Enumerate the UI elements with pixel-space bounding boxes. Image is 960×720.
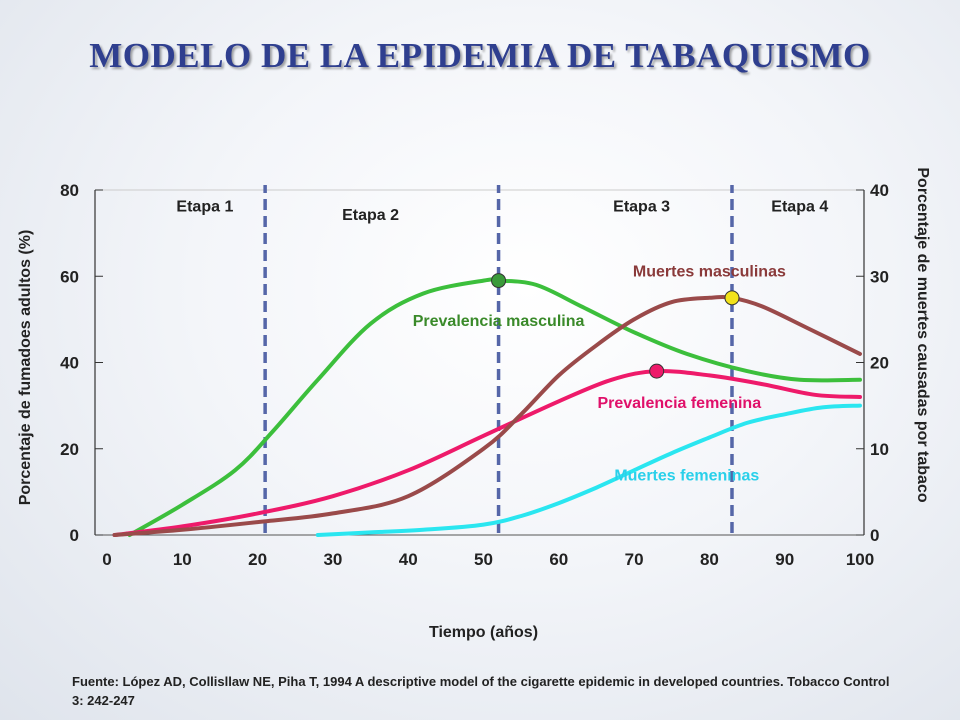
series-label-prevalencia-femenina: Prevalencia femenina xyxy=(597,395,761,412)
x-tick-label: 20 xyxy=(248,550,267,569)
y-axis-title: Porcentaje de fumadoes adultos (%) xyxy=(17,230,34,506)
series-line-muertes-masculinas xyxy=(112,295,862,537)
x-tick-label: 50 xyxy=(474,550,493,569)
source-citation: Fuente: López AD, Collisllaw NE, Piha T,… xyxy=(72,674,890,708)
y-right-tick-label: 30 xyxy=(870,267,889,286)
x-tick-label: 10 xyxy=(173,550,192,569)
series-line-muertes-femeninas xyxy=(315,403,862,537)
x-tick-label: 70 xyxy=(625,550,644,569)
series-marker-muertes-masculinas xyxy=(724,290,740,306)
y-tick-label: 40 xyxy=(60,354,79,373)
series-label-muertes-masculinas: Muertes masculinas xyxy=(633,263,786,280)
chart-labels: 0 20 40 60 80 0 10 20 30 40 0 10 20 30 40 50 60 70 80 90 100… xyxy=(17,167,931,641)
stage-label: Etapa 1 xyxy=(176,199,233,216)
stage-label: Etapa 4 xyxy=(771,199,828,216)
y-tick-label: 0 xyxy=(70,526,79,545)
page-title: MODELO DE LA EPIDEMIA DE TABAQUISMO xyxy=(89,36,871,75)
y-right-axis-title: Porcentaje de muertes causadas por tabac… xyxy=(914,167,931,502)
x-tick-label: 100 xyxy=(846,550,874,569)
x-axis-title: Tiempo (años) xyxy=(429,624,538,641)
x-tick-label: 90 xyxy=(775,550,794,569)
x-tick-label: 80 xyxy=(700,550,719,569)
x-tick-label: 30 xyxy=(323,550,342,569)
stage-label: Etapa 2 xyxy=(342,207,399,224)
x-tick-label: 0 xyxy=(102,550,111,569)
series-markers xyxy=(491,273,740,379)
y-tick-label: 20 xyxy=(60,440,79,459)
series-label-muertes-femeninas: Muertes femeninas xyxy=(614,468,759,485)
series-marker-prevalencia-masculina xyxy=(491,273,507,289)
stage-label: Etapa 3 xyxy=(613,199,670,216)
y-right-tick-label: 20 xyxy=(870,354,889,373)
y-tick-label: 80 xyxy=(60,181,79,200)
y-right-tick-label: 40 xyxy=(870,181,889,200)
series-label-prevalencia-masculina: Prevalencia masculina xyxy=(413,313,585,330)
y-right-tick-label: 0 xyxy=(870,526,879,545)
x-tick-label: 40 xyxy=(399,550,418,569)
stage-lines xyxy=(263,185,734,533)
y-tick-label: 60 xyxy=(60,267,79,286)
plot-lines xyxy=(94,189,865,536)
series-line-prevalencia-femenina xyxy=(112,368,862,537)
y-right-tick-label: 10 xyxy=(870,440,889,459)
x-tick-label: 60 xyxy=(549,550,568,569)
series-marker-prevalencia-femenina xyxy=(649,363,665,379)
